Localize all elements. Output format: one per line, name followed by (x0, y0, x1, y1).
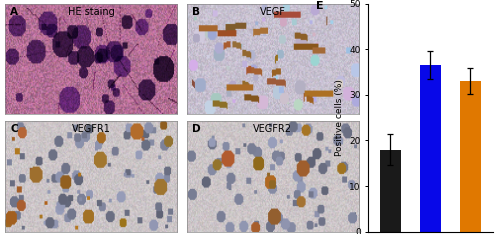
Text: D: D (192, 124, 200, 134)
Text: HE staing: HE staing (68, 7, 114, 17)
Bar (420, 65, 441, 232)
Text: A: A (10, 7, 18, 17)
Bar (380, 150, 401, 232)
Text: C: C (10, 124, 18, 134)
Text: B: B (192, 7, 200, 17)
Text: VEGFR2: VEGFR2 (254, 124, 292, 134)
Bar (460, 81, 481, 232)
Text: E: E (316, 1, 324, 11)
Text: VEGFR1: VEGFR1 (72, 124, 110, 134)
Y-axis label: Positive cells (%): Positive cells (%) (334, 79, 344, 156)
Text: VEGF: VEGF (260, 7, 286, 17)
